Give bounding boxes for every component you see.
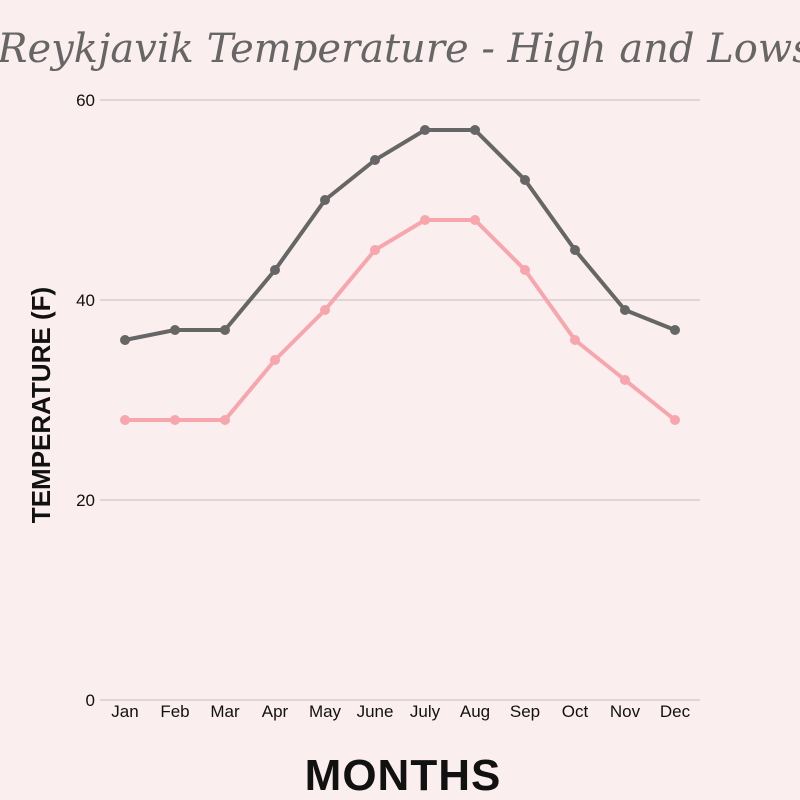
data-point [620,305,630,315]
data-point [270,265,280,275]
data-point [120,415,130,425]
x-tick-label: Apr [262,702,289,721]
data-point [120,335,130,345]
series-line [123,218,677,422]
x-tick-label: May [309,702,342,721]
data-point [320,305,330,315]
data-point [420,125,430,135]
y-tick-labels: 0 20 40 60 [76,91,95,710]
x-tick-label: July [410,702,441,721]
x-tick-labels: Jan Feb Mar Apr May June July Aug Sep Oct Nov Dec [111,702,690,721]
data-point [220,415,230,425]
data-point [670,325,680,335]
data-point [470,215,480,225]
chart-title: Reykjavik Temperature - High and Lows [0,26,800,72]
data-point [320,195,330,205]
x-tick-label: Dec [660,702,691,721]
data-point [570,245,580,255]
data-point [220,325,230,335]
grid-lines [100,99,700,701]
data-point [670,415,680,425]
y-tick-label: 20 [76,491,95,510]
data-point [170,415,180,425]
series-line [123,128,677,342]
y-tick-label: 40 [76,291,95,310]
x-tick-label: Oct [562,702,589,721]
x-tick-label: Feb [160,702,189,721]
x-axis-label: MONTHS [305,751,502,800]
y-tick-label: 60 [76,91,95,110]
x-tick-label: Sep [510,702,540,721]
data-point [520,265,530,275]
x-tick-label: Nov [610,702,641,721]
data-point [370,245,380,255]
data-point [470,125,480,135]
data-point [520,175,530,185]
y-tick-label: 0 [86,691,95,710]
x-tick-label: Mar [210,702,240,721]
x-tick-label: Aug [460,702,490,721]
data-point [370,155,380,165]
x-tick-label: Jan [111,702,138,721]
data-point [620,375,630,385]
data-point [170,325,180,335]
x-tick-label: June [357,702,394,721]
data-point [270,355,280,365]
series-2 [120,215,680,425]
series-lines [120,125,680,425]
y-axis-label: TEMPERATURE (F) [26,287,56,523]
data-point [570,335,580,345]
series-1 [120,125,680,345]
data-point [420,215,430,225]
